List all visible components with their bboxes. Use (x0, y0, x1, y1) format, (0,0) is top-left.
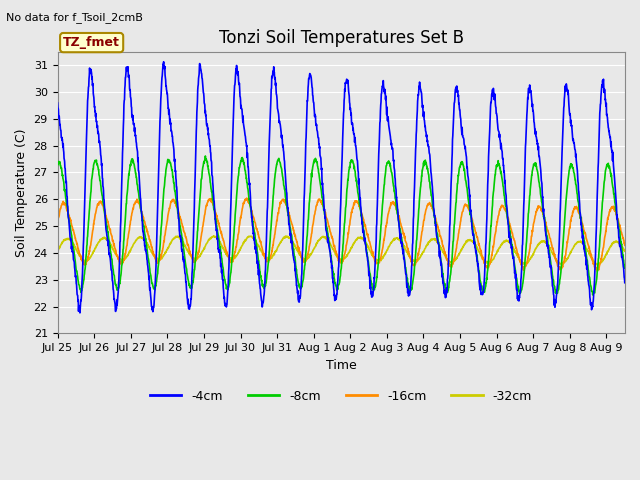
-4cm (330, 287, 338, 293)
-8cm (500, 193, 508, 199)
-16cm (605, 213, 612, 218)
X-axis label: Time: Time (326, 359, 356, 372)
-4cm (501, 180, 509, 186)
Title: Tonzi Soil Temperatures Set B: Tonzi Soil Temperatures Set B (219, 29, 463, 48)
-16cm (315, 196, 323, 202)
-8cm (589, 292, 596, 298)
-16cm (605, 213, 612, 218)
-16cm (621, 242, 628, 248)
-8cm (605, 163, 612, 168)
-4cm (160, 59, 168, 65)
Line: -8cm: -8cm (58, 156, 625, 295)
-32cm (605, 246, 612, 252)
-32cm (315, 238, 323, 243)
-8cm (202, 153, 209, 159)
-4cm (315, 142, 323, 147)
-8cm (83, 249, 90, 255)
-32cm (330, 247, 337, 253)
-32cm (83, 258, 90, 264)
Line: -32cm: -32cm (58, 236, 625, 264)
Y-axis label: Soil Temperature (C): Soil Temperature (C) (15, 128, 28, 257)
Line: -4cm: -4cm (58, 62, 625, 313)
-32cm (605, 248, 612, 253)
-16cm (593, 268, 601, 274)
-16cm (83, 258, 90, 264)
-32cm (210, 233, 218, 239)
-16cm (243, 195, 251, 201)
-4cm (605, 129, 612, 134)
-8cm (315, 170, 323, 176)
-32cm (54, 249, 61, 255)
-4cm (54, 100, 61, 106)
-16cm (330, 242, 337, 248)
-32cm (594, 262, 602, 267)
-8cm (54, 162, 61, 168)
-16cm (500, 206, 508, 212)
Line: -16cm: -16cm (58, 198, 625, 271)
-32cm (500, 239, 508, 245)
Legend: -4cm, -8cm, -16cm, -32cm: -4cm, -8cm, -16cm, -32cm (145, 385, 537, 408)
-8cm (605, 165, 612, 171)
Text: TZ_fmet: TZ_fmet (63, 36, 120, 49)
-4cm (605, 125, 612, 131)
-4cm (83, 127, 91, 133)
-8cm (621, 265, 628, 271)
-4cm (621, 280, 628, 286)
-32cm (621, 248, 628, 254)
-4cm (76, 310, 84, 316)
-16cm (54, 221, 61, 227)
-8cm (330, 270, 337, 276)
Text: No data for f_Tsoil_2cmB: No data for f_Tsoil_2cmB (6, 12, 143, 23)
